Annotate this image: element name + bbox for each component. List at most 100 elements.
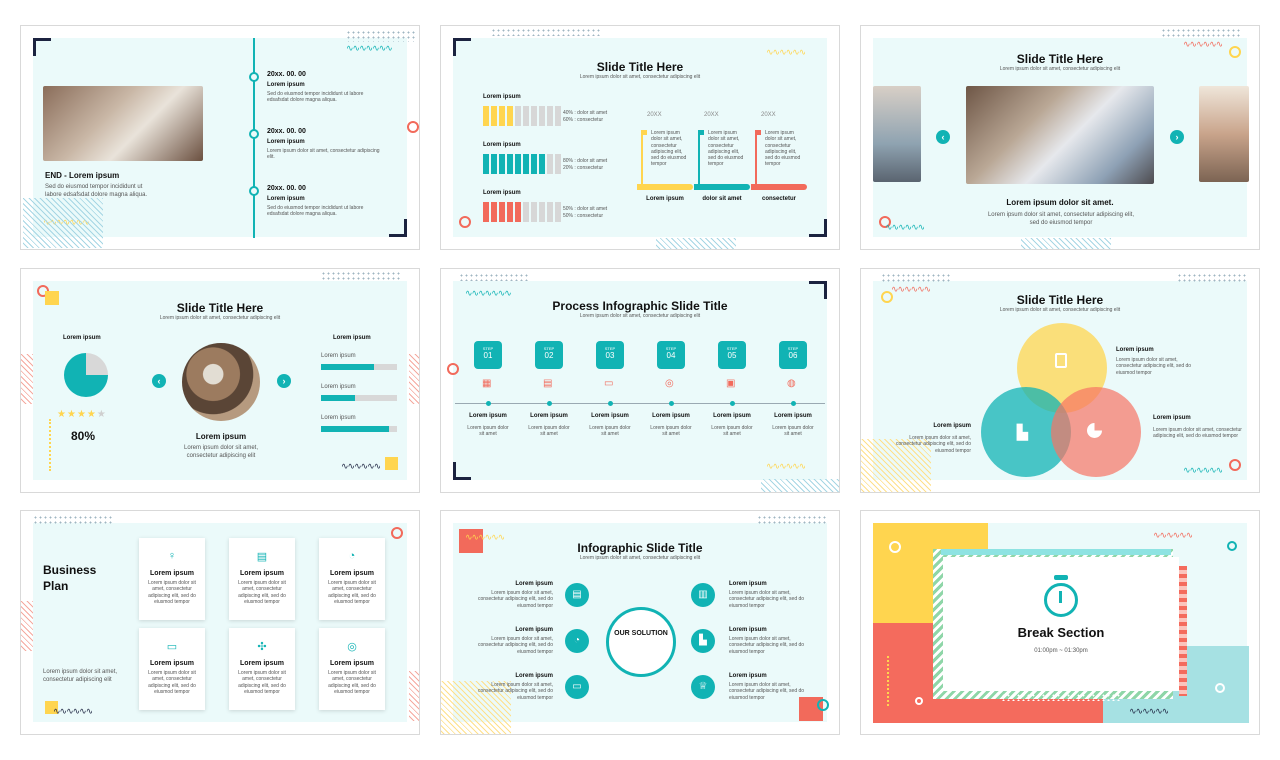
bar-segment [483, 154, 489, 174]
step-badge: STEP 01 [474, 341, 502, 369]
previous-arrow-button[interactable]: ‹ [152, 374, 166, 388]
bar-segment [507, 106, 513, 126]
bar-segment [531, 154, 537, 174]
next-arrow-button[interactable]: › [277, 374, 291, 388]
flag-label: dolor sit amet [702, 196, 742, 202]
flag-pole [755, 130, 757, 186]
corner-bracket [809, 281, 827, 299]
ring-decoration [1229, 459, 1241, 471]
chat-icon: ▭ [565, 675, 589, 699]
item-label: Lorem ipsum [515, 581, 553, 587]
building-icon: ▤ [543, 378, 553, 389]
dots-decoration [346, 30, 416, 42]
slide-thumbnail-1[interactable]: ∿∿∿∿∿∿∿ ∿∿∿∿∿∿∿ END - Lorem ipsum Sed do… [20, 25, 420, 250]
slide-thumbnail-9[interactable]: Break Section 01:00pm ~ 01:30pm ∿∿∿∿∿∿ ∿… [860, 510, 1260, 735]
slide-thumbnail-2[interactable]: ∿∿∿∿∿∿ Slide Title Here Lorem ipsum dolo… [440, 25, 840, 250]
pie-chart-icon: ◔ [565, 629, 589, 653]
item-text: Lorem ipsum dolor sit amet, consectetur … [477, 636, 553, 655]
globe-icon: ◍ [787, 378, 796, 389]
slide-thumbnail-5[interactable]: ∿∿∿∿∿∿∿ ∿∿∿∿∿∿ Process Infographic Slide… [440, 268, 840, 493]
step-label: Lorem ipsum [713, 413, 751, 419]
zigzag-decoration: ∿∿∿∿∿∿ [885, 223, 925, 232]
step-label: Lorem ipsum [652, 413, 690, 419]
dots-decoration [1177, 273, 1247, 283]
flag-label: consectetur [761, 196, 796, 202]
bar-row-text: 60% : consectetur [563, 117, 604, 123]
left-text: Lorem ipsum dolor sit amet, consectetur … [895, 435, 971, 454]
squiggle-decoration [49, 419, 57, 471]
item-text: Lorem ipsum dolor sit amet, consectetur … [477, 682, 553, 701]
step-text: Lorem ipsum dolor sit amet [589, 425, 631, 438]
slide-thumbnail-7[interactable]: ∿∿∿∿∿∿ Business Plan Lorem ipsum dolor s… [20, 510, 420, 735]
square-decoration [45, 701, 58, 714]
ring-decoration [1215, 683, 1225, 693]
dots-decoration [757, 515, 827, 525]
hatch-decoration [21, 601, 33, 651]
ring-decoration [817, 699, 829, 711]
top-label: Lorem ipsum [1116, 347, 1154, 353]
zigzag-decoration: ∿∿∿∿∿∿ [1153, 531, 1193, 540]
card[interactable]: ▭ Lorem ipsum Lorem ipsum dolor sit amet, … [139, 628, 205, 710]
progress-fill [321, 395, 356, 401]
item-text: Lorem ipsum dolor sit amet, consectetur … [729, 590, 805, 609]
hatch-decoration [441, 681, 511, 734]
pie-chart-icon [64, 353, 108, 397]
slide-thumbnail-6[interactable]: ∿∿∿∿∿∿ ∿∿∿∿∿∿ Slide Title Here Lorem ips… [860, 268, 1260, 493]
item-text: Lorem ipsum dolor sit amet, consectetur … [729, 636, 805, 655]
next-arrow-button[interactable]: › [1170, 130, 1184, 144]
card[interactable]: ▤ Lorem ipsum Lorem ipsum dolor sit amet, … [229, 538, 295, 620]
slide1-heading: END - Lorem ipsum [45, 171, 120, 180]
photo-placeholder [966, 86, 1154, 184]
ring-decoration [889, 541, 901, 553]
flag-text: Lorem ipsum dolor sit amet, consectetur … [651, 130, 687, 168]
slide-thumbnail-3[interactable]: ∿∿∿∿∿∿ ∿∿∿∿∿∿ Slide Title Here Lorem ips… [860, 25, 1260, 250]
break-time: 01:00pm ~ 01:30pm [1034, 648, 1088, 654]
bar-row-text: 40% : dolor sit amet [563, 110, 608, 116]
slide-title: Slide Title Here [176, 301, 264, 315]
star-filled-icon: ★ [76, 409, 87, 420]
ring-decoration [459, 216, 471, 228]
left-label: Lorem ipsum [63, 335, 101, 341]
step-label: Lorem ipsum [774, 413, 812, 419]
card[interactable]: ✣ Lorem ipsum Lorem ipsum dolor sit amet, … [229, 628, 295, 710]
ring-decoration [1227, 541, 1237, 551]
corner-bracket [809, 219, 827, 237]
trophy-icon: ♕ [691, 675, 715, 699]
timeline-dot [249, 186, 259, 196]
hatch-decoration [409, 671, 419, 721]
slide-thumbnail-8[interactable]: ∿∿∿∿∿∿ Infographic Slide Title Lorem ips… [440, 510, 840, 735]
slide-thumbnail-4[interactable]: ∿∿∿∿∿∿ Slide Title Here Lorem ipsum dolo… [20, 268, 420, 493]
card-text: Lorem ipsum dolor sit amet, consectetur … [148, 580, 196, 605]
previous-arrow-button[interactable]: ‹ [936, 130, 950, 144]
card-text: Lorem ipsum dolor sit amet, consectetur … [238, 580, 286, 605]
card[interactable]: ◔ Lorem ipsum Lorem ipsum dolor sit amet, … [319, 538, 385, 620]
slide-title: Break Section [1017, 625, 1105, 640]
flag-head [698, 130, 704, 135]
slide-subtitle: Lorem ipsum dolor sit amet, consectetur … [579, 74, 701, 80]
step-badge: STEP 05 [718, 341, 746, 369]
slide-subtitle: Lorem ipsum dolor sit amet, consectetur … [579, 555, 701, 561]
progress-label: Lorem ipsum [321, 353, 356, 359]
hatch-decoration [23, 198, 103, 248]
step-number: 04 [666, 351, 676, 360]
bar-segment [507, 202, 513, 222]
slide-subtitle: Lorem ipsum dolor sit amet, consectetur … [159, 315, 281, 321]
year-label: 20XX [704, 112, 719, 118]
timeline-text: Sed do eiusmod tempor incididunt ut labo… [267, 91, 364, 104]
square-decoration [385, 457, 398, 470]
photo-placeholder [1199, 86, 1249, 182]
timeline-label: Lorem ipsum [267, 196, 305, 202]
card[interactable]: ♀ Lorem ipsum Lorem ipsum dolor sit amet, … [139, 538, 205, 620]
step-label: Lorem ipsum [469, 413, 507, 419]
step-text: Lorem ipsum dolor sit amet [650, 425, 692, 438]
bar-segment [523, 202, 529, 222]
bar-row-label: Lorem ipsum [483, 94, 521, 100]
step-label: Lorem ipsum [591, 413, 629, 419]
teal-stripe [941, 549, 1171, 555]
card[interactable]: ◎ Lorem ipsum Lorem ipsum dolor sit amet, … [319, 628, 385, 710]
network-icon: ✣ [257, 641, 267, 653]
hatch-decoration [761, 479, 839, 492]
timeline-date: 20xx. 00. 00 [267, 185, 306, 192]
step-dot [669, 401, 674, 406]
pie-chart-icon [1087, 423, 1102, 438]
